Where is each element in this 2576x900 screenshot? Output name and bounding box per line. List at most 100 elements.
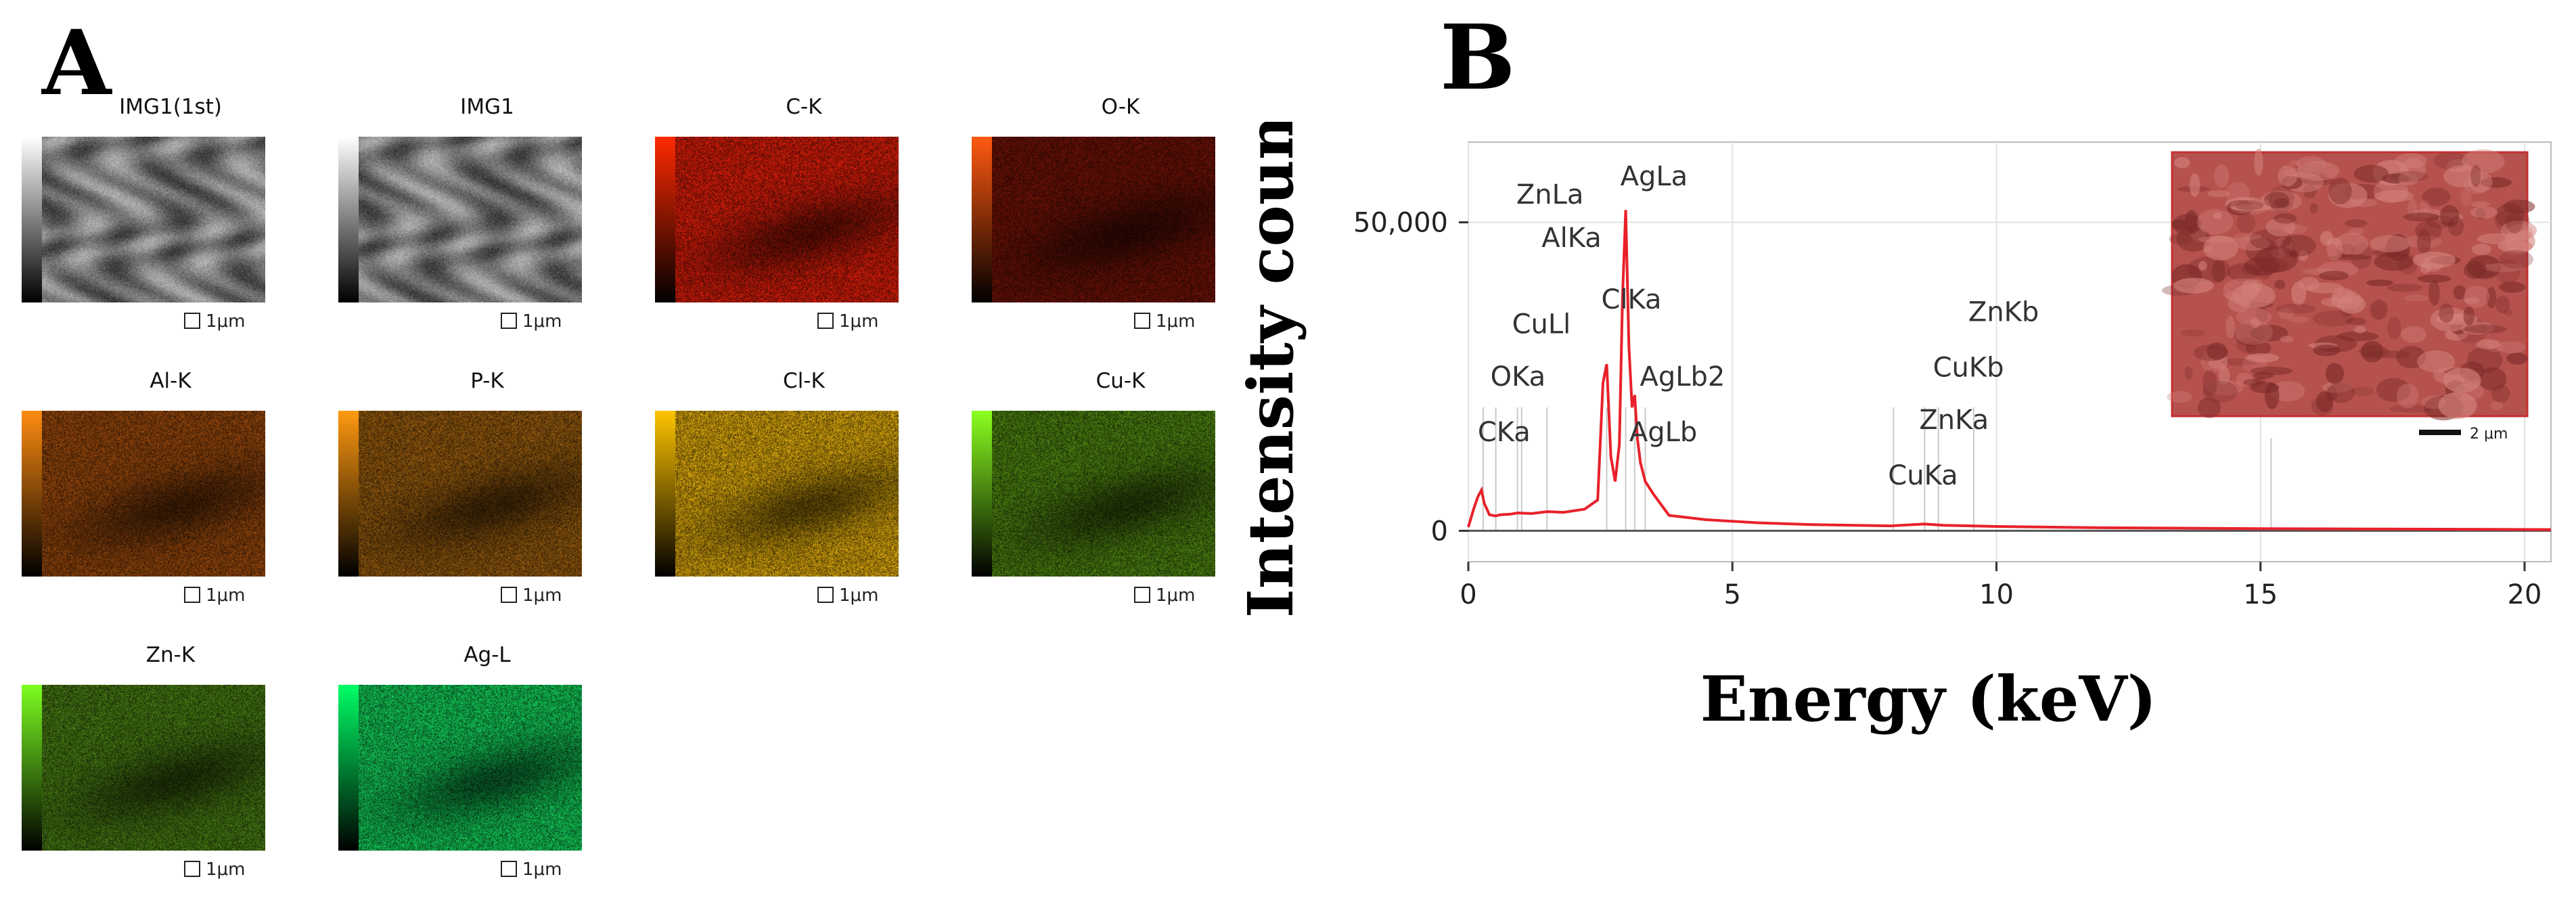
inset-texture-blob bbox=[2500, 221, 2537, 241]
inset-texture-blob bbox=[2330, 290, 2362, 310]
inset-texture-blob bbox=[2235, 236, 2270, 251]
scale-bar: 1μm bbox=[501, 859, 562, 880]
inset-texture-blob bbox=[2325, 363, 2345, 384]
map-tile-title: IMG1 bbox=[460, 95, 514, 119]
scale-bar: 1μm bbox=[1134, 585, 1195, 606]
inset-texture-blob bbox=[2374, 189, 2414, 202]
inset-texture-blob bbox=[2298, 250, 2308, 261]
inset-texture-blob bbox=[2438, 392, 2477, 420]
peak-label: ZnLa bbox=[1516, 179, 1584, 210]
x-tick-label: 15 bbox=[2243, 579, 2278, 610]
inset-texture-blob bbox=[2470, 206, 2498, 219]
inset-texture-blob bbox=[2211, 259, 2225, 284]
inset-texture-blob bbox=[2428, 279, 2440, 306]
peak-label: ZnKa bbox=[1919, 405, 1989, 436]
peak-label: CuKb bbox=[1933, 352, 2004, 383]
intensity-colorbar bbox=[972, 411, 992, 577]
inset-texture-blob bbox=[2495, 296, 2510, 314]
map-tile: C-K 1μm bbox=[655, 95, 899, 352]
inset-texture-blob bbox=[2169, 233, 2193, 245]
element-map-image bbox=[675, 411, 899, 577]
inset-texture-blob bbox=[2354, 325, 2366, 334]
scale-box-icon bbox=[817, 313, 834, 329]
map-tile-title: Cl-K bbox=[783, 369, 825, 393]
inset-texture-blob bbox=[2246, 353, 2280, 363]
inset-texture-blob bbox=[2295, 165, 2308, 173]
inset-texture-blob bbox=[2197, 209, 2234, 235]
inset-texture-blob bbox=[2470, 201, 2490, 208]
inset-texture-blob bbox=[2463, 286, 2490, 308]
scale-bar-label: 1μm bbox=[839, 311, 879, 332]
inset-texture-blob bbox=[2426, 215, 2454, 229]
scale-bar: 1μm bbox=[184, 585, 245, 606]
inset-texture-blob bbox=[2280, 336, 2295, 342]
inset-texture-blob bbox=[2232, 283, 2276, 309]
inset-texture-blob bbox=[2234, 322, 2264, 347]
inset-texture-blob bbox=[2330, 254, 2372, 261]
map-tile-title: Ag-L bbox=[464, 643, 511, 667]
inset-texture-blob bbox=[2184, 366, 2193, 380]
element-map-image bbox=[42, 685, 265, 851]
inset-texture-blob bbox=[2296, 156, 2326, 172]
element-map-image bbox=[359, 685, 582, 851]
panel-label-b: B bbox=[1440, 5, 1516, 110]
inset-texture-blob bbox=[2265, 218, 2296, 237]
inset-texture-blob bbox=[2326, 237, 2343, 261]
inset-texture-blob bbox=[2297, 161, 2340, 181]
inset-texture-blob bbox=[2289, 160, 2301, 166]
inset-texture-blob bbox=[2227, 263, 2259, 282]
intensity-colorbar bbox=[338, 411, 359, 577]
map-tile: Zn-K 1μm bbox=[22, 643, 265, 900]
scale-box-icon bbox=[184, 861, 200, 877]
inset-texture-blob bbox=[2254, 148, 2263, 176]
inset-texture-blob bbox=[2479, 367, 2507, 391]
inset-texture-blob bbox=[2336, 244, 2355, 258]
inset-texture-blob bbox=[2235, 319, 2274, 345]
inset-texture-blob bbox=[2336, 331, 2379, 342]
inset-texture-blob bbox=[2245, 340, 2272, 356]
inset-texture-blob bbox=[2400, 235, 2443, 248]
inset-texture-blob bbox=[2348, 227, 2365, 235]
map-tile-title: O-K bbox=[1101, 95, 1140, 119]
inset-texture-blob bbox=[2230, 196, 2272, 215]
scale-box-icon bbox=[184, 587, 200, 603]
inset-texture-blob bbox=[2483, 263, 2523, 273]
inset-texture-blob bbox=[2167, 390, 2192, 403]
scale-bar-label: 1μm bbox=[206, 859, 246, 880]
scale-box-icon bbox=[1134, 313, 1150, 329]
inset-texture-blob bbox=[2327, 382, 2355, 403]
inset-texture-blob bbox=[2319, 271, 2349, 281]
scale-bar: 1μm bbox=[184, 859, 245, 880]
inset-texture-blob bbox=[2174, 157, 2190, 168]
inset-texture-blob bbox=[2439, 205, 2460, 227]
peak-label: CKa bbox=[1478, 417, 1531, 448]
inset-texture-blob bbox=[2298, 171, 2328, 185]
element-map-image bbox=[42, 411, 265, 577]
inset-texture-blob bbox=[2422, 187, 2451, 206]
x-tick-label: 5 bbox=[1724, 579, 1741, 610]
map-tile: Al-K 1μm bbox=[22, 369, 265, 626]
y-tick-label: 0 bbox=[1431, 516, 1448, 547]
scale-box-icon bbox=[817, 587, 834, 603]
scale-bar: 1μm bbox=[817, 585, 878, 606]
inset-texture-blob bbox=[2328, 177, 2352, 205]
inset-scale-bar bbox=[2419, 430, 2461, 435]
inset-texture-blob bbox=[2189, 173, 2200, 198]
inset-texture-blob bbox=[2502, 199, 2535, 214]
map-tile: Ag-L 1μm bbox=[338, 643, 582, 900]
inset-texture-blob bbox=[2268, 185, 2295, 213]
inset-texture-blob bbox=[2243, 378, 2263, 386]
scale-bar-label: 1μm bbox=[206, 311, 246, 332]
map-tile-title: C-K bbox=[786, 95, 822, 119]
inset-texture-blob bbox=[2320, 231, 2334, 246]
intensity-colorbar bbox=[338, 685, 359, 851]
scale-bar-label: 1μm bbox=[522, 859, 562, 880]
intensity-colorbar bbox=[655, 137, 675, 302]
scale-box-icon bbox=[501, 313, 517, 329]
inset-texture-blob bbox=[2476, 339, 2500, 350]
intensity-colorbar bbox=[22, 411, 42, 577]
inset-texture-blob bbox=[2278, 165, 2298, 187]
inset-texture-blob bbox=[2462, 149, 2505, 174]
inset-texture-blob bbox=[2302, 177, 2335, 186]
inset-texture-blob bbox=[2494, 208, 2530, 233]
